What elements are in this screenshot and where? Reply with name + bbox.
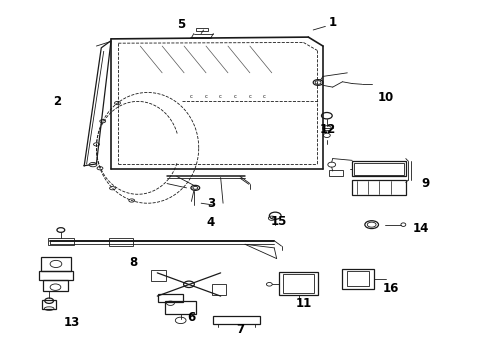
Text: c: c <box>234 94 237 99</box>
Text: c: c <box>248 94 251 99</box>
Bar <box>48 238 74 245</box>
Text: 12: 12 <box>319 123 336 136</box>
Bar <box>352 161 406 176</box>
Text: c: c <box>190 94 193 99</box>
Text: 11: 11 <box>295 297 312 310</box>
Bar <box>43 280 68 292</box>
Text: c: c <box>204 94 208 99</box>
Bar <box>41 257 71 271</box>
Text: 3: 3 <box>207 197 215 210</box>
Bar <box>158 294 183 302</box>
Text: 5: 5 <box>177 18 186 31</box>
Bar <box>165 301 196 314</box>
Text: 15: 15 <box>271 215 287 228</box>
Bar <box>213 316 260 324</box>
Bar <box>279 272 318 295</box>
Text: 7: 7 <box>236 323 244 336</box>
Text: 6: 6 <box>187 311 196 324</box>
Text: 8: 8 <box>129 256 137 269</box>
Text: c: c <box>263 94 266 99</box>
Text: 14: 14 <box>412 222 429 235</box>
Bar <box>329 170 343 176</box>
Bar <box>347 271 369 287</box>
Bar <box>212 284 226 295</box>
Bar <box>109 238 133 246</box>
Bar <box>352 180 406 195</box>
Bar <box>151 270 166 281</box>
Bar <box>283 274 314 293</box>
Text: 2: 2 <box>53 95 61 108</box>
Bar <box>343 269 374 289</box>
Text: 4: 4 <box>207 216 215 229</box>
Text: c: c <box>219 94 222 99</box>
Text: 13: 13 <box>64 316 80 329</box>
Text: 16: 16 <box>383 283 399 296</box>
Bar <box>196 28 208 31</box>
Text: 10: 10 <box>378 91 394 104</box>
Bar <box>354 163 404 175</box>
Bar <box>42 300 56 309</box>
Text: 1: 1 <box>329 16 337 29</box>
Text: 9: 9 <box>421 177 429 190</box>
Bar <box>39 271 73 280</box>
